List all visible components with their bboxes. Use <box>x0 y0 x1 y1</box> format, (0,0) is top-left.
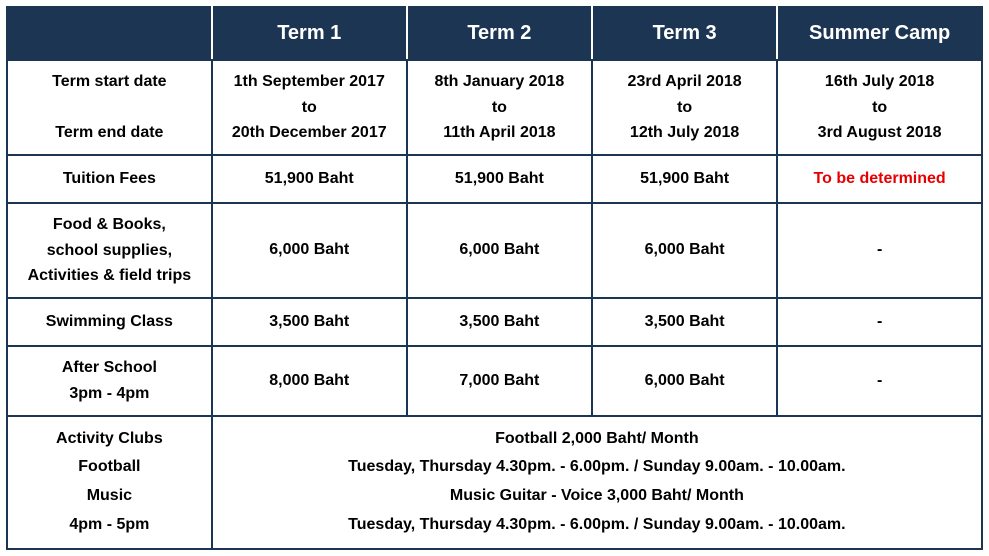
tuition-term2: 51,900 Baht <box>407 155 592 203</box>
term-start-label: Term start date <box>14 69 205 95</box>
term2-end: 11th April 2018 <box>414 120 585 146</box>
tuition-label: Tuition Fees <box>7 155 212 203</box>
clubs-label-2: Football <box>14 453 205 482</box>
term1-end: 20th December 2017 <box>219 120 400 146</box>
after-summer: - <box>777 346 982 415</box>
swim-summer: - <box>777 298 982 346</box>
term1-to: to <box>219 95 400 121</box>
after-label-1: After School <box>14 355 205 381</box>
tuition-summer: To be determined <box>777 155 982 203</box>
clubs-detail-2: Tuesday, Thursday 4.30pm. - 6.00pm. / Su… <box>219 453 975 482</box>
row-dates-label: Term start date Term end date <box>7 60 212 155</box>
header-row: Term 1 Term 2 Term 3 Summer Camp <box>7 7 982 60</box>
header-term1: Term 1 <box>212 7 407 60</box>
term-end-label: Term end date <box>14 120 205 146</box>
after-term2: 7,000 Baht <box>407 346 592 415</box>
clubs-detail: Football 2,000 Baht/ Month Tuesday, Thur… <box>212 416 982 549</box>
after-label-2: 3pm - 4pm <box>14 381 205 407</box>
food-label: Food & Books, school supplies, Activitie… <box>7 203 212 298</box>
swim-term2: 3,500 Baht <box>407 298 592 346</box>
swim-term1: 3,500 Baht <box>212 298 407 346</box>
row-tuition: Tuition Fees 51,900 Baht 51,900 Baht 51,… <box>7 155 982 203</box>
row-clubs: Activity Clubs Football Music 4pm - 5pm … <box>7 416 982 549</box>
term3-dates: 23rd April 2018 to 12th July 2018 <box>592 60 777 155</box>
clubs-label: Activity Clubs Football Music 4pm - 5pm <box>7 416 212 549</box>
term2-dates: 8th January 2018 to 11th April 2018 <box>407 60 592 155</box>
tuition-term1: 51,900 Baht <box>212 155 407 203</box>
swim-label: Swimming Class <box>7 298 212 346</box>
header-summer: Summer Camp <box>777 7 982 60</box>
term3-end: 12th July 2018 <box>599 120 770 146</box>
after-term3: 6,000 Baht <box>592 346 777 415</box>
clubs-label-3: Music <box>14 482 205 511</box>
tuition-term3: 51,900 Baht <box>592 155 777 203</box>
header-blank <box>7 7 212 60</box>
term2-start: 8th January 2018 <box>414 69 585 95</box>
food-term3: 6,000 Baht <box>592 203 777 298</box>
swim-term3: 3,500 Baht <box>592 298 777 346</box>
row-food: Food & Books, school supplies, Activitie… <box>7 203 982 298</box>
term3-to: to <box>599 95 770 121</box>
term1-dates: 1th September 2017 to 20th December 2017 <box>212 60 407 155</box>
after-label: After School 3pm - 4pm <box>7 346 212 415</box>
term3-start: 23rd April 2018 <box>599 69 770 95</box>
header-term2: Term 2 <box>407 7 592 60</box>
food-term2: 6,000 Baht <box>407 203 592 298</box>
summer-start: 16th July 2018 <box>784 69 975 95</box>
food-term1: 6,000 Baht <box>212 203 407 298</box>
summer-to: to <box>784 95 975 121</box>
row-after: After School 3pm - 4pm 8,000 Baht 7,000 … <box>7 346 982 415</box>
fees-table: Term 1 Term 2 Term 3 Summer Camp Term st… <box>6 6 983 550</box>
row-swim: Swimming Class 3,500 Baht 3,500 Baht 3,5… <box>7 298 982 346</box>
food-label-3: Activities & field trips <box>14 263 205 289</box>
row-dates: Term start date Term end date 1th Septem… <box>7 60 982 155</box>
food-label-2: school supplies, <box>14 238 205 264</box>
term1-start: 1th September 2017 <box>219 69 400 95</box>
term2-to: to <box>414 95 585 121</box>
clubs-detail-4: Tuesday, Thursday 4.30pm. - 6.00pm. / Su… <box>219 511 975 540</box>
clubs-detail-3: Music Guitar - Voice 3,000 Baht/ Month <box>219 482 975 511</box>
clubs-label-4: 4pm - 5pm <box>14 511 205 540</box>
clubs-label-1: Activity Clubs <box>14 425 205 454</box>
after-term1: 8,000 Baht <box>212 346 407 415</box>
clubs-detail-1: Football 2,000 Baht/ Month <box>219 425 975 454</box>
food-label-1: Food & Books, <box>14 212 205 238</box>
summer-end: 3rd August 2018 <box>784 120 975 146</box>
food-summer: - <box>777 203 982 298</box>
header-term3: Term 3 <box>592 7 777 60</box>
summer-dates: 16th July 2018 to 3rd August 2018 <box>777 60 982 155</box>
